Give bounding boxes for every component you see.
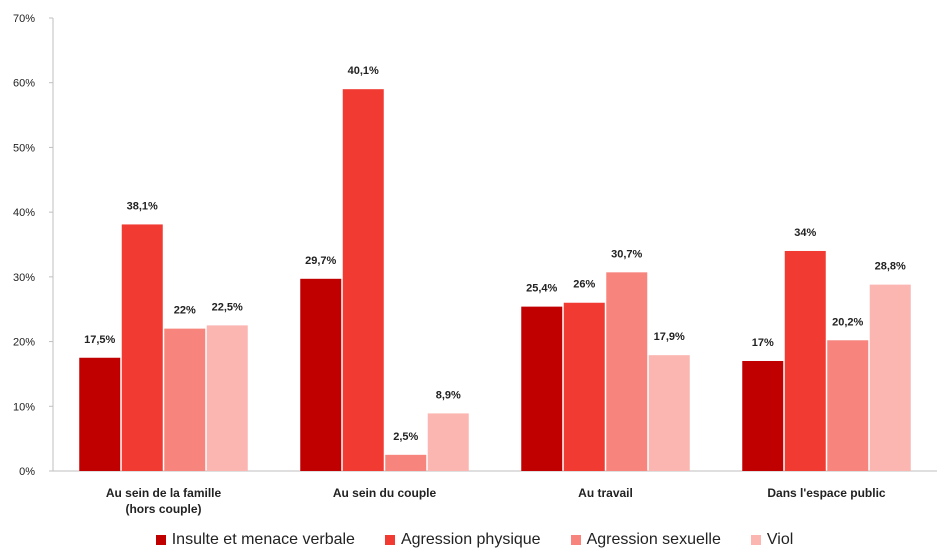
data-label: 17,9%: [654, 331, 685, 343]
legend: Insulte et menace verbale Agression physi…: [0, 531, 949, 549]
bar: [206, 325, 248, 471]
y-tick-label: 10%: [13, 401, 35, 413]
data-label: 28,8%: [875, 261, 906, 273]
bar: [606, 272, 648, 471]
data-label: 2,5%: [393, 431, 418, 443]
legend-label: Viol: [766, 531, 794, 548]
bar: [342, 89, 384, 471]
data-label: 40,1%: [348, 65, 379, 77]
y-tick-label: 20%: [13, 337, 35, 349]
y-tick-label: 30%: [13, 272, 35, 284]
bar: [827, 340, 869, 471]
data-label: 38,1%: [127, 200, 158, 212]
legend-label: Agression sexuelle: [586, 531, 721, 548]
legend-item: Agression sexuelle: [570, 531, 721, 549]
legend-item: Agression physique: [384, 531, 541, 549]
legend-label: Agression physique: [400, 531, 541, 548]
data-label: 29,7%: [305, 255, 336, 267]
data-label: 22,5%: [212, 301, 243, 313]
legend-item: Insulte et menace verbale: [155, 531, 355, 549]
bar: [742, 360, 784, 471]
data-label: 26%: [573, 279, 595, 291]
x-tick-label: Au sein de la famille: [106, 486, 222, 500]
data-label: 25,4%: [526, 283, 557, 295]
bar: [385, 454, 427, 471]
bar: [784, 250, 826, 471]
y-tick-label: 0%: [19, 466, 35, 478]
bar: [79, 357, 121, 471]
data-label: 22%: [174, 305, 196, 317]
legend-swatch: [750, 535, 761, 545]
y-tick-label: 50%: [13, 142, 35, 154]
data-label: 20,2%: [832, 316, 863, 328]
bar: [300, 278, 342, 471]
bar: [121, 224, 163, 471]
bar: [521, 306, 563, 471]
x-tick-label: Au sein du couple: [333, 486, 437, 500]
legend-swatch: [155, 535, 166, 545]
bar: [427, 413, 469, 471]
x-tick-label: Dans l'espace public: [767, 486, 886, 500]
data-label: 34%: [794, 227, 816, 239]
bar: [648, 355, 690, 471]
data-label: 17,5%: [84, 334, 115, 346]
x-tick-label: (hors couple): [125, 502, 201, 516]
data-label: 8,9%: [436, 389, 461, 401]
bar: [164, 328, 206, 471]
y-tick-label: 70%: [13, 13, 35, 25]
y-tick-label: 60%: [13, 78, 35, 90]
data-label: 17%: [752, 337, 774, 349]
legend-item: Viol: [750, 531, 794, 549]
bar: [869, 284, 911, 471]
legend-swatch: [384, 535, 395, 545]
legend-swatch: [570, 535, 581, 545]
legend-label: Insulte et menace verbale: [171, 531, 355, 548]
data-label: 30,7%: [611, 248, 642, 260]
bar: [563, 302, 605, 471]
x-tick-label: Au travail: [578, 486, 633, 500]
y-tick-label: 40%: [13, 207, 35, 219]
